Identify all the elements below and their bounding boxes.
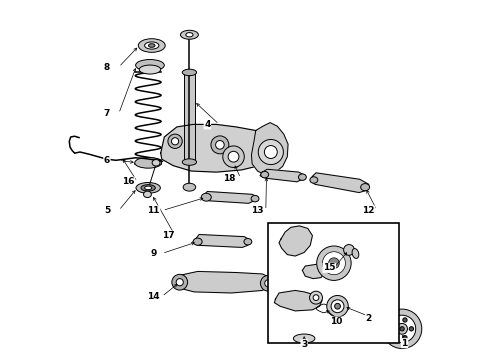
Circle shape	[409, 327, 414, 331]
Ellipse shape	[182, 69, 196, 76]
Bar	[269, 223, 399, 343]
Ellipse shape	[251, 195, 259, 202]
Polygon shape	[260, 169, 305, 182]
Text: 16: 16	[122, 177, 135, 186]
Ellipse shape	[139, 65, 161, 74]
Polygon shape	[274, 291, 322, 311]
Ellipse shape	[145, 186, 152, 190]
Circle shape	[389, 315, 416, 342]
Ellipse shape	[182, 159, 196, 165]
Circle shape	[327, 296, 348, 317]
Circle shape	[322, 252, 345, 275]
Polygon shape	[310, 173, 368, 193]
Ellipse shape	[135, 157, 162, 168]
Text: 5: 5	[104, 206, 110, 215]
Text: 12: 12	[363, 206, 375, 215]
Text: 8: 8	[104, 63, 110, 72]
Circle shape	[176, 279, 183, 286]
Text: 2: 2	[366, 314, 372, 323]
Circle shape	[258, 139, 283, 165]
Polygon shape	[193, 234, 250, 247]
Polygon shape	[161, 125, 274, 172]
Text: 15: 15	[323, 264, 336, 273]
Circle shape	[265, 280, 272, 287]
Circle shape	[397, 323, 408, 334]
Ellipse shape	[180, 30, 198, 39]
Ellipse shape	[193, 238, 202, 245]
Circle shape	[313, 295, 319, 301]
Ellipse shape	[186, 33, 193, 37]
Text: 13: 13	[251, 206, 264, 215]
Circle shape	[216, 140, 224, 149]
Ellipse shape	[144, 191, 151, 198]
Circle shape	[172, 138, 179, 145]
Circle shape	[331, 300, 344, 313]
Polygon shape	[203, 192, 258, 203]
Text: 10: 10	[330, 317, 343, 326]
Ellipse shape	[361, 184, 369, 191]
Circle shape	[223, 146, 245, 167]
Ellipse shape	[201, 193, 211, 201]
Ellipse shape	[244, 238, 252, 245]
Text: 6: 6	[104, 156, 110, 165]
Ellipse shape	[294, 334, 315, 343]
Ellipse shape	[145, 42, 159, 49]
Ellipse shape	[183, 183, 196, 191]
Text: 9: 9	[150, 249, 157, 258]
Circle shape	[317, 246, 351, 280]
Circle shape	[260, 275, 276, 291]
Text: 14: 14	[147, 292, 160, 301]
Circle shape	[265, 145, 277, 158]
Ellipse shape	[261, 171, 269, 178]
Ellipse shape	[141, 185, 155, 191]
Ellipse shape	[152, 159, 160, 166]
Polygon shape	[279, 226, 313, 256]
Text: 17: 17	[162, 231, 174, 240]
Text: 18: 18	[222, 174, 235, 183]
Polygon shape	[251, 123, 288, 175]
Ellipse shape	[136, 183, 160, 193]
Polygon shape	[172, 271, 273, 293]
Circle shape	[172, 274, 188, 290]
Ellipse shape	[352, 249, 359, 258]
Circle shape	[400, 327, 404, 331]
Circle shape	[335, 303, 341, 309]
Circle shape	[343, 244, 354, 255]
Bar	[184, 72, 195, 162]
Circle shape	[392, 332, 397, 337]
Text: 4: 4	[204, 120, 211, 129]
Text: 11: 11	[147, 206, 160, 215]
Circle shape	[211, 136, 229, 154]
Ellipse shape	[138, 39, 165, 52]
Circle shape	[168, 134, 182, 148]
Circle shape	[228, 151, 239, 162]
Text: 1: 1	[401, 339, 408, 348]
Circle shape	[403, 336, 407, 340]
Text: 3: 3	[301, 340, 307, 349]
Text: 7: 7	[104, 109, 110, 118]
Circle shape	[310, 291, 322, 304]
Circle shape	[382, 309, 422, 348]
Ellipse shape	[298, 174, 306, 180]
Ellipse shape	[148, 44, 155, 47]
Ellipse shape	[310, 177, 318, 183]
Ellipse shape	[136, 59, 164, 71]
Polygon shape	[302, 264, 324, 279]
Circle shape	[329, 258, 339, 269]
Circle shape	[392, 321, 397, 325]
Circle shape	[403, 318, 407, 322]
